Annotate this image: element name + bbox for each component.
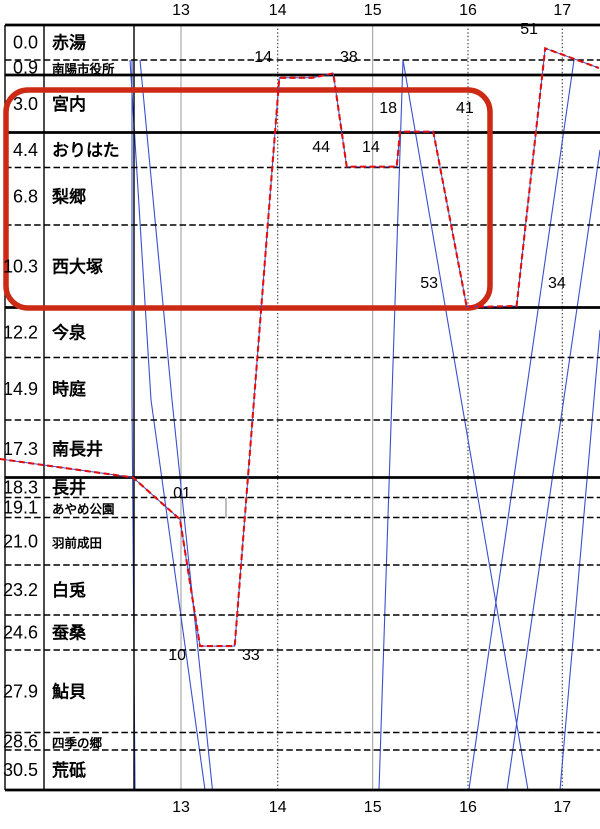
svg-text:23.2: 23.2 <box>3 580 38 600</box>
svg-text:おりはた: おりはた <box>52 141 120 160</box>
svg-text:四季の郷: 四季の郷 <box>52 735 103 750</box>
svg-text:南長井: 南長井 <box>52 439 103 459</box>
svg-text:14.9: 14.9 <box>3 379 38 399</box>
svg-text:18.3: 18.3 <box>3 478 38 498</box>
svg-text:33: 33 <box>242 647 260 664</box>
svg-text:17: 17 <box>553 2 571 19</box>
svg-text:14: 14 <box>269 799 287 816</box>
svg-text:30.5: 30.5 <box>3 760 38 780</box>
svg-text:19.1: 19.1 <box>3 498 38 518</box>
svg-text:宮内: 宮内 <box>52 94 86 114</box>
svg-text:28.6: 28.6 <box>3 731 38 751</box>
svg-text:13: 13 <box>172 2 190 19</box>
svg-text:13: 13 <box>172 799 190 816</box>
svg-text:41: 41 <box>456 100 474 117</box>
svg-text:長井: 長井 <box>52 478 86 498</box>
svg-text:38: 38 <box>340 49 358 66</box>
svg-text:時庭: 時庭 <box>52 379 86 399</box>
svg-text:南陽市役所: 南陽市役所 <box>52 62 115 77</box>
svg-text:10.3: 10.3 <box>3 256 38 276</box>
svg-text:今泉: 今泉 <box>52 323 87 343</box>
svg-text:16: 16 <box>459 2 477 19</box>
svg-text:蚕桑: 蚕桑 <box>51 624 87 643</box>
svg-text:10: 10 <box>168 647 186 664</box>
svg-text:44: 44 <box>312 139 330 156</box>
svg-text:24.6: 24.6 <box>3 623 38 643</box>
svg-text:21.0: 21.0 <box>3 531 38 551</box>
svg-text:4.4: 4.4 <box>13 140 38 160</box>
svg-text:53: 53 <box>420 275 438 292</box>
svg-text:12.2: 12.2 <box>3 323 38 343</box>
svg-text:西大塚: 西大塚 <box>52 256 103 276</box>
svg-text:34: 34 <box>548 275 566 292</box>
svg-text:15: 15 <box>364 2 382 19</box>
svg-text:14: 14 <box>269 2 287 19</box>
svg-text:荒砥: 荒砥 <box>51 760 86 780</box>
svg-text:羽前成田: 羽前成田 <box>52 535 102 550</box>
svg-text:あやめ公園: あやめ公園 <box>52 503 115 517</box>
svg-text:梨郷: 梨郷 <box>51 186 86 206</box>
svg-text:18: 18 <box>379 100 397 117</box>
svg-text:51: 51 <box>520 21 538 38</box>
svg-text:17.3: 17.3 <box>3 439 38 459</box>
svg-text:0.9: 0.9 <box>13 58 38 78</box>
svg-text:6.8: 6.8 <box>13 186 38 206</box>
svg-text:15: 15 <box>364 799 382 816</box>
svg-text:14: 14 <box>254 49 272 66</box>
svg-text:27.9: 27.9 <box>3 681 38 701</box>
svg-text:01: 01 <box>173 485 191 502</box>
svg-text:14: 14 <box>362 139 380 156</box>
svg-text:白兎: 白兎 <box>52 580 86 600</box>
svg-text:鮎貝: 鮎貝 <box>52 681 86 701</box>
svg-text:16: 16 <box>459 799 477 816</box>
svg-text:0.0: 0.0 <box>13 33 38 53</box>
svg-text:3.0: 3.0 <box>13 94 38 114</box>
svg-text:赤湯: 赤湯 <box>52 33 86 53</box>
svg-text:17: 17 <box>553 799 571 816</box>
